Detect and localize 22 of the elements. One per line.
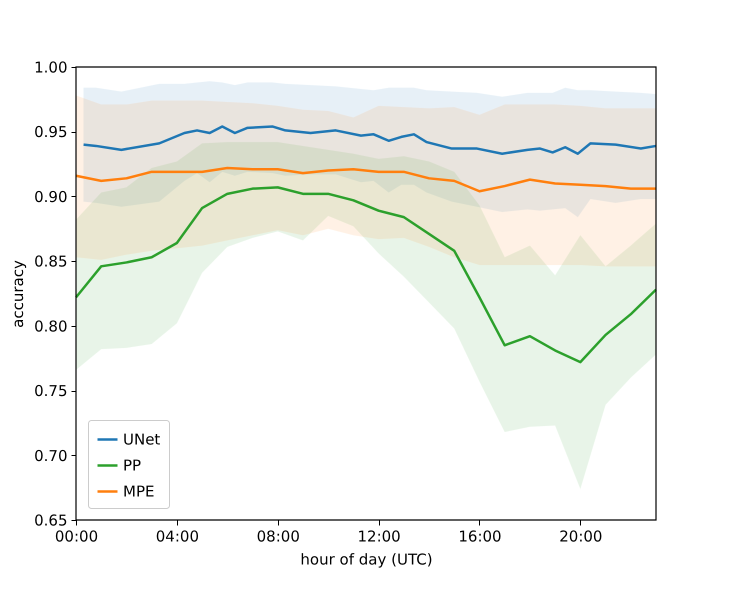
y-tick-label: 0.85 [34,252,68,271]
x-tick-label: 08:00 [256,528,300,546]
y-tick-label: 0.90 [34,188,68,206]
y-tick-label: 0.95 [34,123,68,142]
legend-label: PP [123,456,142,474]
line-series [74,186,658,364]
x-tick-label: 16:00 [458,528,502,546]
x-axis-title: hour of day (UTC) [300,550,433,568]
y-tick-label: 0.65 [34,512,68,530]
x-tick-label: 04:00 [156,528,199,546]
x-tick-label: 00:00 [54,528,98,546]
x-tick-label: 12:00 [357,528,401,546]
legend-label: UNet [123,430,160,448]
y-tick-label: 1.00 [34,58,68,76]
y-tick-label: 0.75 [34,382,68,400]
y-axis-title: accuracy [9,260,28,328]
y-tick-label: 0.70 [34,446,68,465]
y-tick-label: 0.80 [34,317,68,336]
line-series [82,125,658,155]
legend-label: MPE [123,482,154,500]
x-tick-label: 20:00 [559,528,602,546]
line-series [74,166,658,192]
